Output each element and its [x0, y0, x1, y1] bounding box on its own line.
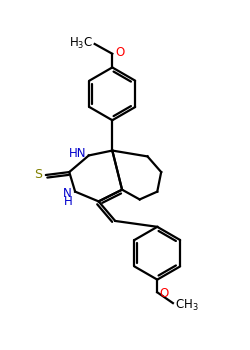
Text: S: S — [34, 168, 42, 182]
Text: H: H — [64, 195, 72, 208]
Text: N: N — [62, 187, 71, 200]
Text: CH$_3$: CH$_3$ — [175, 298, 199, 313]
Text: O: O — [159, 287, 168, 300]
Text: HN: HN — [68, 147, 86, 160]
Text: O: O — [115, 46, 124, 59]
Text: H$_3$C: H$_3$C — [69, 35, 93, 50]
